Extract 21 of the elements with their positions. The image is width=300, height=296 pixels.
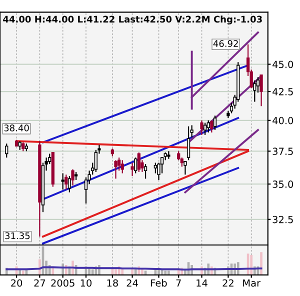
x-tick-label: 27 xyxy=(34,279,46,287)
y-tick-label: 45.0 xyxy=(272,60,294,68)
y-tick-label: 42.5 xyxy=(272,88,293,96)
x-tick-label: 7 xyxy=(176,279,181,287)
y-tick-label: 32.5 xyxy=(272,216,293,224)
x-tick-label: 18 xyxy=(107,279,118,287)
annotation: 38.40 xyxy=(4,124,29,132)
annotation: 31.35 xyxy=(5,232,30,240)
x-tick-label: Mar xyxy=(243,279,261,287)
chart-title: 44.00 H:44.00 L:41.22 Last:42.50 V:2.2M Chg:-1.03 xyxy=(3,16,262,24)
y-tick-label: 40.0 xyxy=(272,116,294,124)
x-tick-label: 10 xyxy=(80,279,92,287)
annotation: 46.92 xyxy=(213,40,238,47)
x-tick-label: 24 xyxy=(126,279,138,287)
y-tick-label: 35.0 xyxy=(272,180,294,188)
x-tick-label: 22 xyxy=(222,279,234,287)
x-tick-label: 14 xyxy=(196,279,208,287)
x-tick-label: 20 xyxy=(11,279,22,287)
x-tick-label: Feb xyxy=(151,279,167,287)
x-tick-label: 2005 xyxy=(51,279,74,287)
y-tick-label: 37.5 xyxy=(272,148,293,156)
